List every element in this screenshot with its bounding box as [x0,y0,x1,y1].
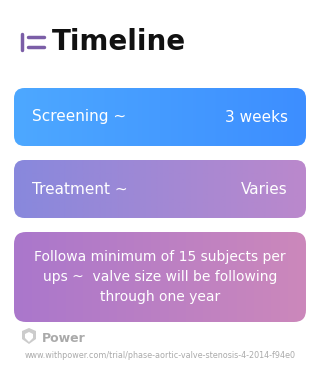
Text: Timeline: Timeline [52,28,186,56]
Polygon shape [22,328,36,344]
Text: Treatment ~: Treatment ~ [32,182,128,196]
Text: Screening ~: Screening ~ [32,109,126,124]
Text: www.withpower.com/trial/phase-aortic-valve-stenosis-4-2014-f94e0: www.withpower.com/trial/phase-aortic-val… [25,352,295,360]
Text: Followa minimum of 15 subjects per
ups ~  valve size will be following
through o: Followa minimum of 15 subjects per ups ~… [34,251,286,304]
Polygon shape [25,332,33,342]
Text: 3 weeks: 3 weeks [225,109,288,124]
Text: Varies: Varies [241,182,288,196]
Text: Power: Power [42,331,86,345]
